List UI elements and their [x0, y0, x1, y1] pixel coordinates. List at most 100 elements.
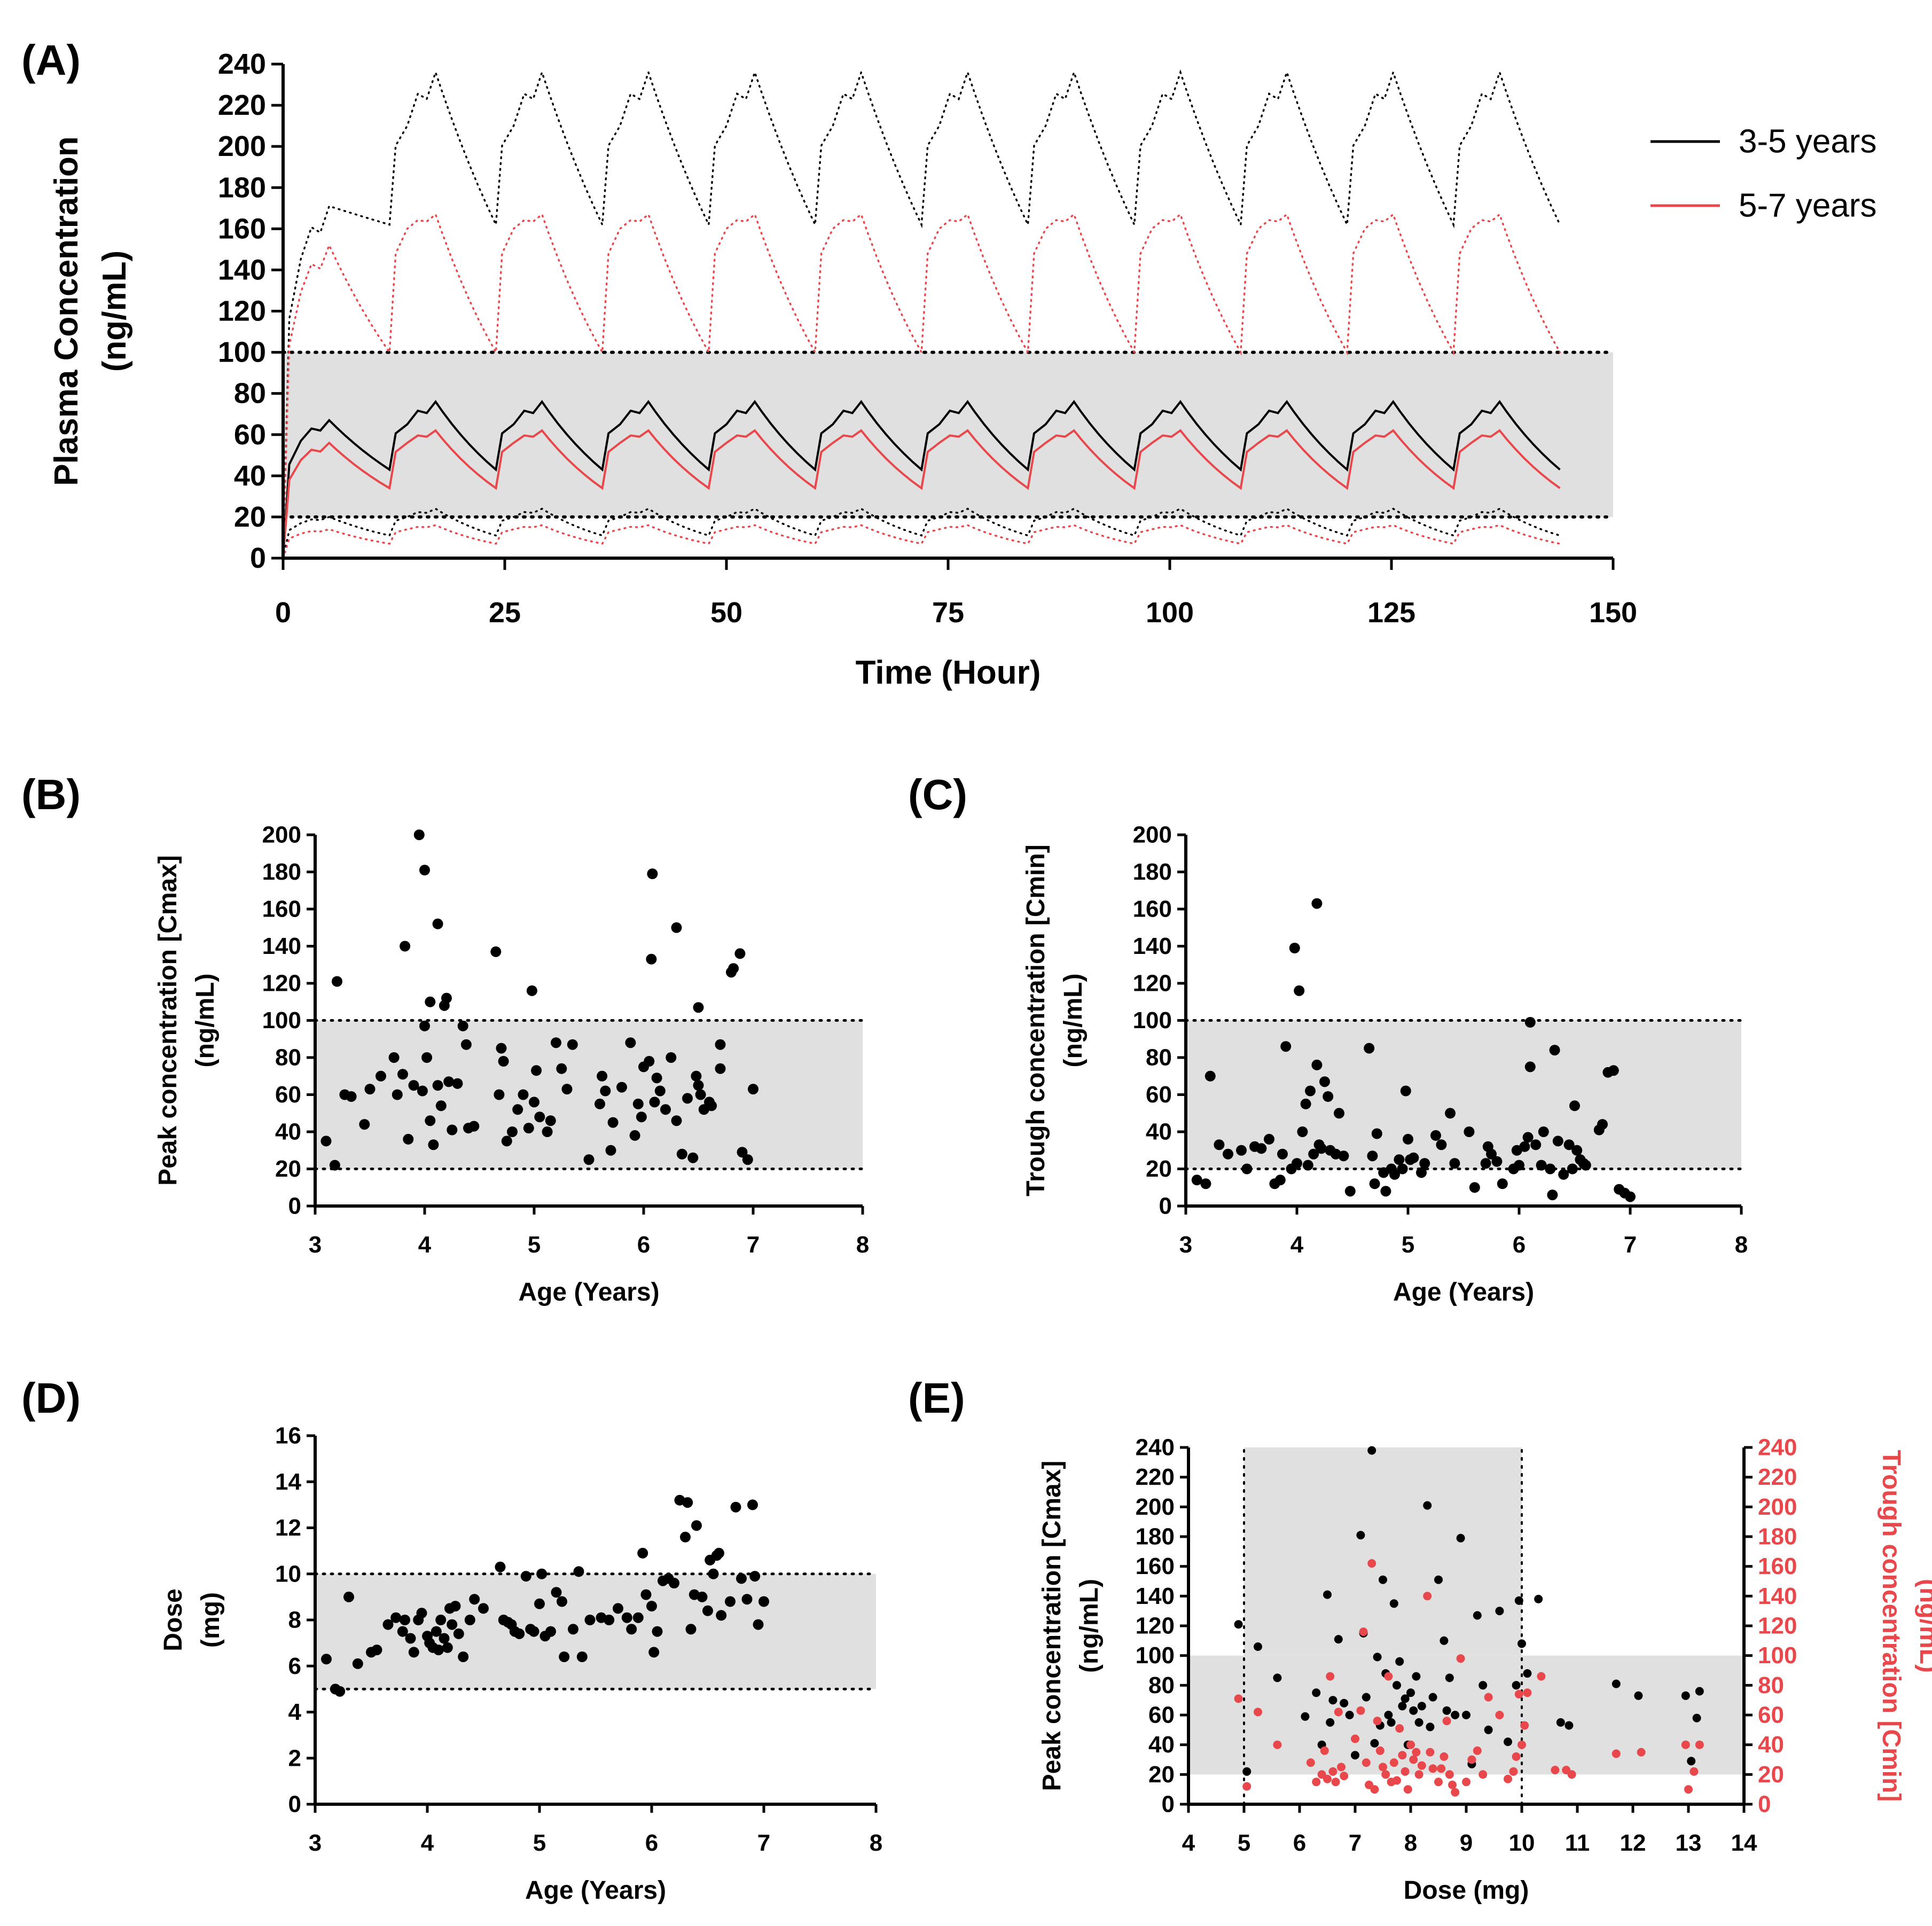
data-point-cmax	[691, 1070, 702, 1082]
y2-axis-title: Trough concentration [Cmin]	[1877, 1450, 1905, 1802]
data-point-dose	[464, 1615, 475, 1625]
data-point-cmin	[1473, 1746, 1482, 1755]
data-point-cmax	[1389, 1599, 1398, 1608]
data-point-dose	[637, 1547, 648, 1559]
data-point-cmax	[693, 1002, 704, 1013]
data-point-cmax	[646, 953, 657, 965]
data-point-cmin	[1328, 1767, 1337, 1776]
data-point-cmin	[1440, 1752, 1449, 1761]
data-point-cmax	[561, 1084, 573, 1095]
data-point-cmin	[1367, 1150, 1378, 1162]
data-point-cmin	[1612, 1749, 1621, 1758]
y2-tick-label: 220	[1758, 1464, 1797, 1490]
data-point-cmax	[1254, 1642, 1262, 1651]
data-point-cmin	[1449, 1158, 1460, 1169]
data-point-dose	[447, 1619, 458, 1630]
data-point-dose	[495, 1561, 506, 1572]
data-point-cmin	[1280, 1041, 1292, 1052]
x-tick-label: 7	[1349, 1830, 1362, 1856]
data-point-cmax	[737, 1147, 748, 1158]
data-point-cmax	[695, 1089, 706, 1100]
data-point-dose	[730, 1501, 741, 1513]
data-point-cmin	[1484, 1693, 1493, 1702]
data-point-cmin	[1412, 1748, 1421, 1757]
data-point-dose	[343, 1591, 354, 1602]
data-point-cmin	[1397, 1163, 1408, 1175]
y-axis-title: (ng/mL)	[96, 250, 133, 372]
y-tick-label: 140	[1136, 1583, 1175, 1609]
data-point-cmin	[1364, 1043, 1375, 1054]
data-point-cmin	[1495, 1711, 1504, 1719]
data-point-cmin	[1367, 1559, 1376, 1568]
data-point-cmin	[1437, 1764, 1446, 1773]
y-tick-label: 200	[1136, 1494, 1175, 1520]
data-point-cmax	[1428, 1693, 1437, 1702]
y-tick-label: 100	[218, 336, 266, 369]
x-tick-label: 4	[1290, 1232, 1304, 1258]
data-point-cmax	[518, 1089, 529, 1100]
data-point-cmax	[605, 1145, 616, 1156]
data-point-cmin	[1436, 1139, 1447, 1150]
y-tick-label: 80	[234, 378, 266, 410]
y-tick-label: 20	[1146, 1156, 1172, 1182]
data-point-cmax	[435, 1100, 447, 1111]
data-point-cmin	[1608, 1065, 1619, 1076]
x-tick-label: 9	[1460, 1830, 1473, 1856]
x-tick-label: 10	[1509, 1830, 1535, 1856]
data-point-cmin	[1536, 1160, 1547, 1171]
data-point-cmin	[1375, 1746, 1385, 1755]
data-point-dose	[648, 1647, 660, 1658]
data-point-cmin	[1273, 1740, 1282, 1749]
data-point-cmin	[1380, 1186, 1391, 1197]
data-point-cmax	[1395, 1657, 1404, 1666]
data-point-cmin	[1337, 1763, 1346, 1772]
data-point-cmin	[1214, 1139, 1225, 1150]
data-point-cmax	[526, 985, 537, 996]
y-axis-title: (ng/mL)	[1075, 1579, 1104, 1673]
y-axis-title: (ng/mL)	[1059, 974, 1088, 1068]
data-point-cmax	[507, 1126, 518, 1137]
y-axis-title: (mg)	[197, 1592, 225, 1648]
data-point-dose	[442, 1642, 453, 1653]
data-point-cmax	[1312, 1688, 1321, 1697]
data-point-cmin	[1236, 1145, 1247, 1156]
data-point-dose	[520, 1571, 531, 1582]
data-point-dose	[714, 1547, 724, 1559]
y2-tick-label: 120	[1758, 1613, 1797, 1639]
x-axis-title: Dose (mg)	[1404, 1876, 1529, 1905]
data-point-dose	[691, 1520, 702, 1531]
data-point-cmax	[676, 1148, 687, 1160]
y2-tick-label: 100	[1758, 1642, 1797, 1669]
data-point-dose	[439, 1633, 450, 1644]
data-point-cmax	[1426, 1723, 1435, 1732]
data-point-cmax	[512, 1104, 523, 1115]
y-axis-title: Peak concentration [Cmax]	[1038, 1461, 1066, 1791]
data-point-cmin	[1369, 1178, 1380, 1189]
data-point-cmax	[1634, 1691, 1643, 1700]
panel-label: (A)	[21, 36, 81, 84]
data-point-cmin	[1370, 1785, 1379, 1794]
y2-axis-title: (ng/mL)	[1914, 1579, 1932, 1673]
y-tick-label: 60	[1148, 1702, 1175, 1728]
y-axis-title: Plasma Concentration	[48, 136, 85, 486]
series-line-3-5-years-upper	[282, 69, 1561, 559]
y-tick-label: 120	[1133, 970, 1172, 997]
x-tick-label: 6	[637, 1232, 650, 1258]
x-tick-label: 25	[489, 597, 521, 629]
y-tick-label: 200	[218, 130, 266, 162]
data-point-cmax	[742, 1154, 753, 1165]
data-point-dose	[334, 1686, 346, 1697]
data-point-cmax	[397, 1069, 408, 1080]
data-point-cmax	[748, 1084, 758, 1095]
data-point-cmax	[1692, 1713, 1701, 1723]
data-point-cmin	[1684, 1785, 1693, 1794]
y-tick-label: 0	[1159, 1193, 1172, 1219]
data-point-cmin	[1312, 1778, 1321, 1787]
series-line-3-5-years-median	[282, 400, 1561, 559]
data-point-cmax	[1495, 1607, 1504, 1616]
data-point-dose	[652, 1626, 663, 1637]
data-point-cmax	[1323, 1590, 1332, 1599]
data-point-dose	[702, 1605, 713, 1616]
data-point-cmin	[1371, 1128, 1382, 1139]
